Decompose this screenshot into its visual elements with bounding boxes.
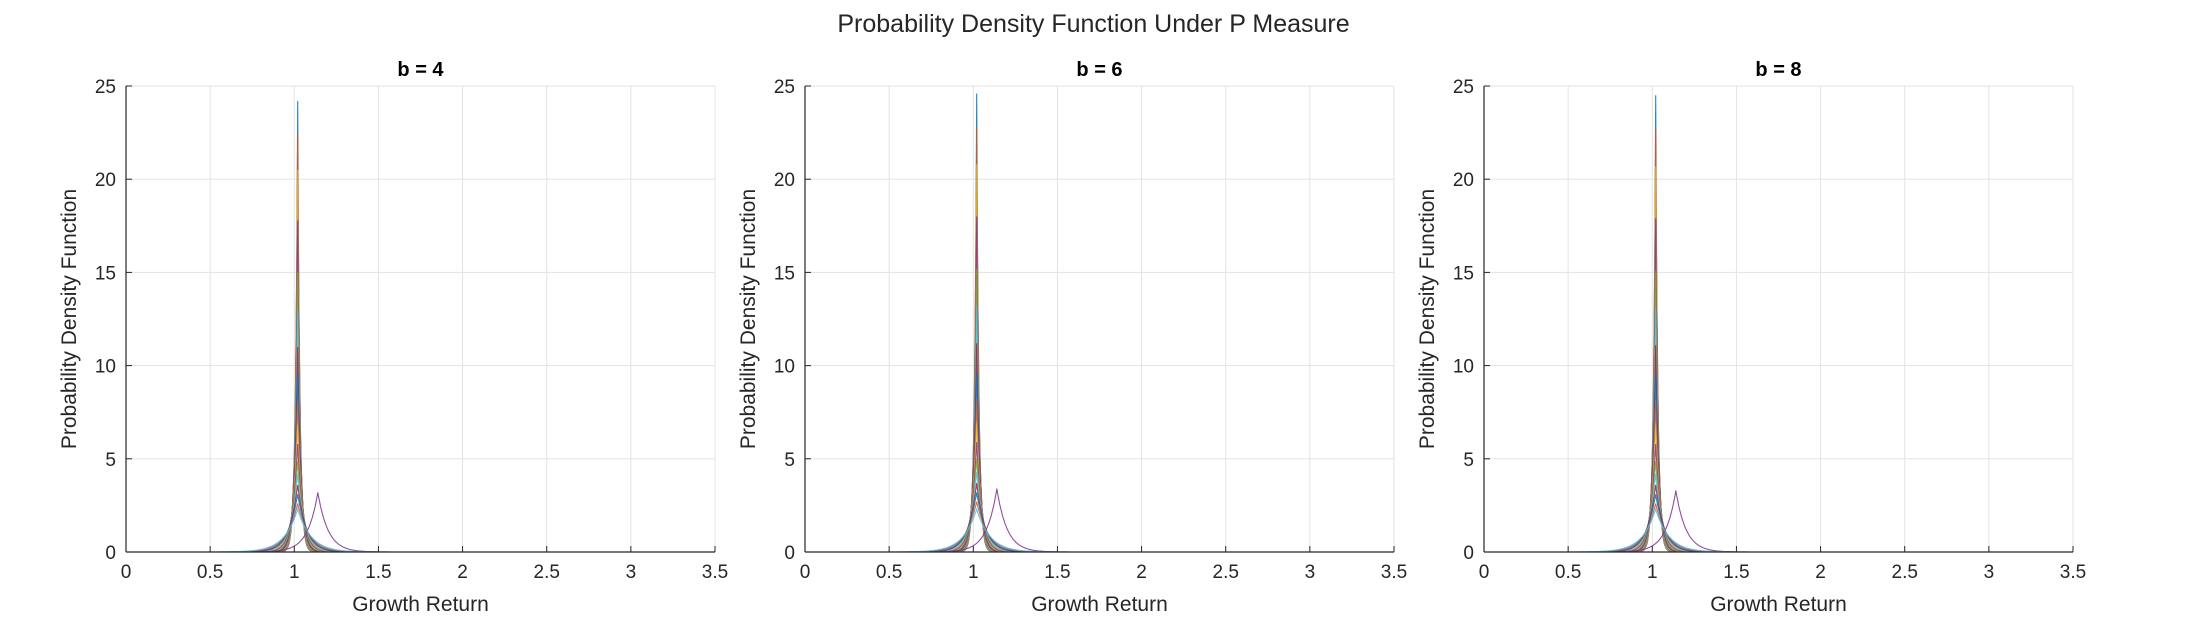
x-tick-label: 1: [289, 562, 300, 583]
x-tick-label: 2: [1815, 562, 1826, 583]
x-tick-label: 0.5: [197, 562, 223, 583]
x-tick-label: 3: [626, 562, 637, 583]
y-tick-label: 5: [1463, 450, 1474, 471]
x-tick-label: 3: [1305, 562, 1316, 583]
plot-area: [805, 86, 1394, 552]
x-tick-label: 0.5: [876, 562, 902, 583]
y-tick-label: 25: [95, 77, 116, 98]
y-tick-label: 5: [784, 450, 795, 471]
y-tick-label: 5: [105, 450, 116, 471]
x-tick-label: 2.5: [534, 562, 560, 583]
plot-area: [126, 86, 715, 552]
x-tick-label: 0: [121, 562, 132, 583]
x-axis-label: Growth Return: [352, 593, 489, 616]
panel-title: b = 4: [397, 59, 444, 81]
x-tick-label: 2.5: [1213, 562, 1239, 583]
x-tick-label: 1.5: [365, 562, 391, 583]
x-tick-label: 3: [1984, 562, 1995, 583]
x-tick-label: 1: [1647, 562, 1658, 583]
x-tick-label: 2: [457, 562, 468, 583]
x-tick-label: 0.5: [1555, 562, 1581, 583]
y-tick-label: 15: [1453, 263, 1474, 284]
x-axis-label: Growth Return: [1710, 593, 1847, 616]
x-axis-label: Growth Return: [1031, 593, 1168, 616]
x-tick-label: 2: [1136, 562, 1147, 583]
x-tick-label: 1: [968, 562, 979, 583]
x-tick-label: 3.5: [702, 562, 728, 583]
chart-panel-1: 0 0.5 1 1.5 2 2.5 3 3.5 0 5 10 15 20 25 b = 4 Growth Re…: [58, 59, 728, 616]
y-tick-label: 10: [1453, 357, 1474, 378]
y-tick-label: 15: [95, 263, 116, 284]
plot-area: [1484, 86, 2073, 552]
y-tick-label: 10: [95, 357, 116, 378]
y-tick-label: 25: [774, 77, 795, 98]
y-tick-label: 20: [1453, 170, 1474, 191]
y-tick-label: 20: [774, 170, 795, 191]
x-tick-label: 1.5: [1044, 562, 1070, 583]
figure-title: Probability Density Function Under P Mea…: [837, 10, 1350, 38]
x-tick-label: 3.5: [2060, 562, 2086, 583]
y-tick-label: 0: [105, 543, 116, 564]
x-tick-label: 3.5: [1381, 562, 1407, 583]
y-tick-label: 25: [1453, 77, 1474, 98]
y-tick-label: 10: [774, 357, 795, 378]
y-tick-label: 0: [1463, 543, 1474, 564]
y-axis-label: Probability Density Function: [737, 189, 760, 449]
y-axis-label: Probability Density Function: [58, 189, 81, 449]
x-tick-label: 1.5: [1723, 562, 1749, 583]
y-tick-label: 0: [784, 543, 795, 564]
y-tick-label: 20: [95, 170, 116, 191]
y-axis-label: Probability Density Function: [1416, 189, 1439, 449]
x-tick-label: 0: [800, 562, 811, 583]
y-tick-label: 15: [774, 263, 795, 284]
panel-title: b = 6: [1076, 59, 1122, 81]
chart-panel-2: 0 0.5 1 1.5 2 2.5 3 3.5 0 5 10 15 20 25 b = 6 Growth Re…: [737, 59, 1407, 616]
panel-title: b = 8: [1755, 59, 1801, 81]
x-tick-label: 0: [1479, 562, 1490, 583]
x-tick-label: 2.5: [1892, 562, 1918, 583]
chart-panel-3: 0 0.5 1 1.5 2 2.5 3 3.5 0 5 10 15 20 25 b = 8 Growth Re…: [1416, 59, 2086, 616]
